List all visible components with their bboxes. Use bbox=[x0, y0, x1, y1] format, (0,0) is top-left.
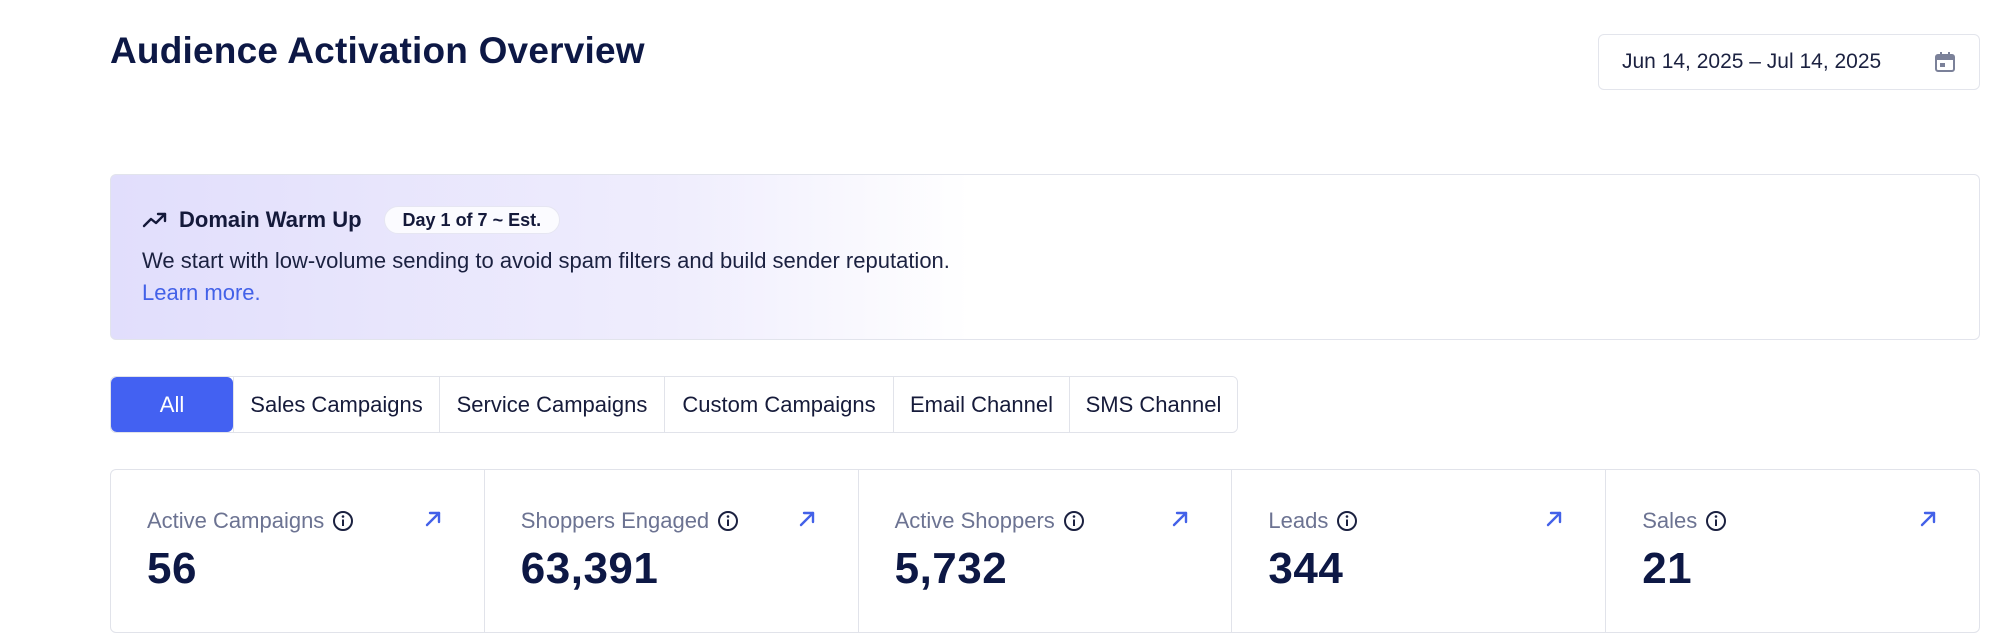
stat-value: 21 bbox=[1642, 544, 1693, 593]
stat-label: Shoppers Engaged bbox=[520, 508, 710, 533]
arrow-up-right-icon[interactable] bbox=[1169, 508, 1191, 530]
stat-label: Active Campaigns bbox=[147, 508, 325, 533]
info-icon[interactable] bbox=[1336, 510, 1358, 532]
date-range-picker[interactable]: Jun 14, 2025 – Jul 14, 2025 bbox=[1598, 34, 1980, 90]
info-icon[interactable] bbox=[1063, 510, 1085, 532]
arrow-up-right-icon[interactable] bbox=[422, 508, 444, 530]
info-icon[interactable] bbox=[1705, 510, 1727, 532]
tab-service-campaigns[interactable]: Service Campaigns bbox=[439, 377, 664, 432]
arrow-up-right-icon[interactable] bbox=[1917, 508, 1939, 530]
page-title: Audience Activation Overview bbox=[110, 30, 645, 71]
tab-custom-campaigns[interactable]: Custom Campaigns bbox=[664, 377, 893, 432]
info-icon[interactable] bbox=[332, 510, 354, 532]
stat-value: 63,391 bbox=[520, 544, 659, 593]
stat-card-active-shoppers: Active Shoppers 5,732 bbox=[857, 470, 1232, 632]
campaign-filter-tabs: All Sales Campaigns Service Campaigns Cu… bbox=[110, 376, 1238, 433]
stat-card-active-campaigns: Active Campaigns 56 bbox=[111, 470, 484, 632]
stat-value: 5,732 bbox=[894, 544, 1008, 593]
tab-email-channel[interactable]: Email Channel bbox=[893, 377, 1069, 432]
trending-up-icon bbox=[142, 210, 168, 230]
stat-card-shoppers-engaged: Shoppers Engaged 63,391 bbox=[483, 470, 858, 632]
stat-value: 56 bbox=[147, 544, 197, 593]
learn-more-link[interactable]: Learn more. bbox=[142, 280, 261, 305]
date-range-text: Jun 14, 2025 – Jul 14, 2025 bbox=[1622, 50, 1882, 73]
stat-label: Active Shoppers bbox=[894, 508, 1055, 533]
stat-card-sales: Sales 21 bbox=[1605, 470, 1979, 632]
stat-label: Sales bbox=[1642, 508, 1698, 533]
warmup-progress-badge: Day 1 of 7 ~ Est. bbox=[383, 206, 561, 234]
tab-sms-channel[interactable]: SMS Channel bbox=[1069, 377, 1237, 432]
banner-description: We start with low-volume sending to avoi… bbox=[142, 248, 950, 273]
stat-value: 344 bbox=[1268, 544, 1344, 593]
tab-all[interactable]: All bbox=[111, 377, 233, 432]
calendar-icon[interactable] bbox=[1933, 50, 1957, 74]
banner-title: Domain Warm Up bbox=[179, 207, 362, 232]
arrow-up-right-icon[interactable] bbox=[796, 508, 818, 530]
stat-card-leads: Leads 344 bbox=[1231, 470, 1605, 632]
stat-label: Leads bbox=[1268, 508, 1329, 533]
banner-header: Domain Warm Up Day 1 of 7 ~ Est. bbox=[142, 205, 1948, 235]
arrow-up-right-icon[interactable] bbox=[1543, 508, 1565, 530]
stats-panel: Active Campaigns 56 Shoppers Engaged 63,… bbox=[110, 469, 1980, 633]
info-icon[interactable] bbox=[717, 510, 739, 532]
domain-warmup-banner: Domain Warm Up Day 1 of 7 ~ Est. We star… bbox=[110, 174, 1980, 340]
tab-sales-campaigns[interactable]: Sales Campaigns bbox=[233, 377, 439, 432]
